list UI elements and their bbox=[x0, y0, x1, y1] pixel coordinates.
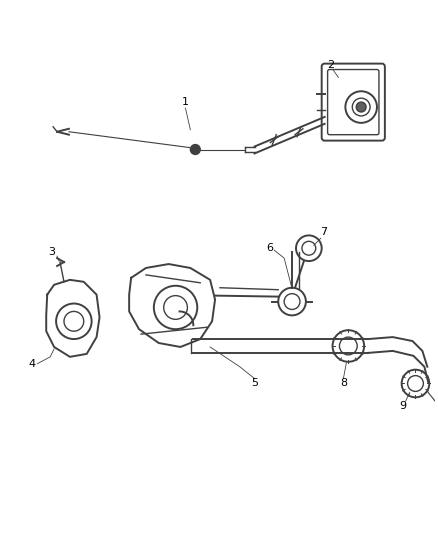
Text: 3: 3 bbox=[49, 247, 56, 257]
Text: 1: 1 bbox=[182, 97, 189, 107]
Text: 4: 4 bbox=[29, 359, 36, 369]
Text: 6: 6 bbox=[266, 243, 273, 253]
Text: 9: 9 bbox=[399, 401, 406, 411]
Text: 7: 7 bbox=[320, 228, 327, 237]
Circle shape bbox=[191, 144, 200, 155]
Text: 5: 5 bbox=[251, 378, 258, 389]
Circle shape bbox=[356, 102, 366, 112]
Text: 2: 2 bbox=[327, 60, 334, 70]
Text: 8: 8 bbox=[340, 378, 347, 389]
